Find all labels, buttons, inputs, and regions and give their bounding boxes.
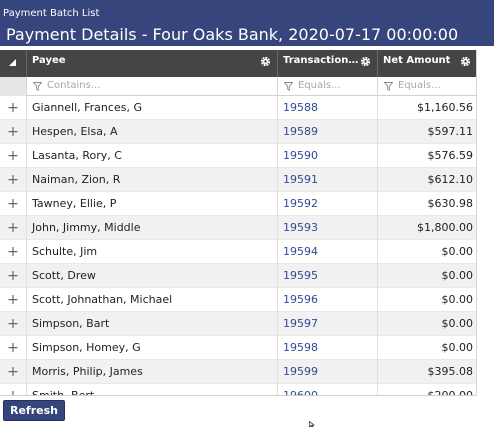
net-amount-cell: $1,800.00	[417, 221, 473, 234]
transaction-link[interactable]: 19596	[278, 288, 378, 312]
gear-icon[interactable]	[460, 56, 471, 67]
expand-row-icon[interactable]: +	[0, 288, 27, 312]
payee-cell: Scott, Drew	[27, 264, 278, 288]
expand-row-icon[interactable]: +	[0, 360, 27, 384]
triangle-icon	[9, 59, 16, 66]
net-amount-cell: $0.00	[441, 293, 474, 306]
net-amount-cell: $200.00	[378, 384, 476, 395]
filter-icon[interactable]	[33, 82, 42, 91]
expand-row-icon[interactable]: +	[0, 168, 27, 192]
expand-row-icon[interactable]: +	[0, 216, 27, 240]
payee-cell: Smith, Bert	[27, 384, 278, 395]
table-row[interactable]: + Scott, Drew 19595 $0.00	[0, 264, 476, 288]
net-amount-cell: $612.10	[427, 173, 474, 186]
transaction-link[interactable]: 19592	[278, 192, 378, 216]
payment-details-grid: Payee Transaction ... Net Amount Contain…	[0, 50, 477, 395]
title-bar: Payment Batch List Payment Details - Fou…	[0, 0, 494, 46]
filter-icon[interactable]	[384, 82, 393, 91]
net-amount-cell: $597.11	[427, 125, 474, 138]
payee-cell: Naiman, Zion, R	[27, 168, 278, 192]
table-row[interactable]: + John, Jimmy, Middle 19593 $1,800.00	[0, 216, 476, 240]
table-row[interactable]: + Simpson, Homey, G 19598 $0.00	[0, 336, 476, 360]
column-header-net-amount[interactable]: Net Amount	[378, 50, 476, 77]
transaction-link[interactable]: 19588	[278, 96, 378, 120]
grid-body: + Giannell, Frances, G 19588 $1,160.56 + Hesp…	[0, 96, 476, 395]
payee-cell: Giannell, Frances, G	[27, 96, 278, 120]
transaction-link[interactable]: 19600	[278, 384, 378, 395]
column-header-label: Payee	[32, 55, 66, 66]
table-row[interactable]: + Morris, Philip, James 19599 $395.08	[0, 360, 476, 384]
table-row[interactable]: + Scott, Johnathan, Michael 19596 $0.00	[0, 288, 476, 312]
payee-filter-input[interactable]: Contains...	[27, 77, 278, 96]
expand-row-icon[interactable]: +	[0, 120, 27, 144]
transaction-link[interactable]: 19590	[278, 144, 378, 168]
payee-cell: Tawney, Ellie, P	[27, 192, 278, 216]
net-amount-cell: $395.08	[427, 365, 474, 378]
payee-cell: Morris, Philip, James	[27, 360, 278, 384]
gear-icon[interactable]	[260, 56, 271, 67]
payee-cell: Scott, Johnathan, Michael	[27, 288, 278, 312]
payee-cell: John, Jimmy, Middle	[27, 216, 278, 240]
expand-row-icon[interactable]: +	[0, 312, 27, 336]
payee-cell: Hespen, Elsa, A	[27, 120, 278, 144]
table-row[interactable]: + Giannell, Frances, G 19588 $1,160.56	[0, 96, 476, 120]
transaction-filter-input[interactable]: Equals...	[278, 77, 378, 96]
transaction-link[interactable]: 19589	[278, 120, 378, 144]
mouse-cursor-icon	[309, 421, 315, 427]
expand-row-icon[interactable]: +	[0, 336, 27, 360]
refresh-button[interactable]: Refresh	[3, 400, 65, 421]
net-amount-cell: $0.00	[441, 341, 474, 354]
table-row[interactable]: +Smith, Bert19600$200.00	[0, 384, 476, 395]
expand-row-icon[interactable]: +	[0, 96, 27, 120]
table-row[interactable]: + Tawney, Ellie, P 19592 $630.98	[0, 192, 476, 216]
expand-row-icon[interactable]: +	[0, 192, 27, 216]
net-amount-cell: $0.00	[441, 317, 474, 330]
filter-placeholder: Equals...	[398, 80, 441, 91]
column-header-label: Transaction ...	[283, 55, 359, 66]
page-title: Payment Details - Four Oaks Bank, 2020-0…	[6, 25, 459, 44]
net-amount-cell: $1,160.56	[417, 101, 473, 114]
net-amount-cell: $630.98	[427, 197, 474, 210]
payee-cell: Simpson, Homey, G	[27, 336, 278, 360]
expand-row-icon[interactable]: +	[0, 240, 27, 264]
gear-icon[interactable]	[360, 56, 371, 67]
expand-row-icon[interactable]: +	[0, 384, 27, 395]
transaction-link[interactable]: 19599	[278, 360, 378, 384]
column-header-payee[interactable]: Payee	[27, 50, 278, 77]
transaction-link[interactable]: 19593	[278, 216, 378, 240]
grid-header: Payee Transaction ... Net Amount	[0, 50, 476, 77]
filter-spacer	[0, 77, 27, 96]
table-row[interactable]: + Hespen, Elsa, A 19589 $597.11	[0, 120, 476, 144]
filter-row: Contains... Equals... Equals...	[0, 77, 476, 96]
net-amount-filter-input[interactable]: Equals...	[378, 77, 476, 96]
payee-cell: Simpson, Bart	[27, 312, 278, 336]
transaction-link[interactable]: 19591	[278, 168, 378, 192]
expand-all-toggle[interactable]	[0, 50, 27, 77]
net-amount-cell: $0.00	[441, 245, 474, 258]
table-row[interactable]: + Simpson, Bart 19597 $0.00	[0, 312, 476, 336]
filter-icon[interactable]	[284, 82, 293, 91]
transaction-link[interactable]: 19594	[278, 240, 378, 264]
table-row[interactable]: + Lasanta, Rory, C 19590 $576.59	[0, 144, 476, 168]
column-header-transaction[interactable]: Transaction ...	[278, 50, 378, 77]
transaction-link[interactable]: 19595	[278, 264, 378, 288]
net-amount-cell: $576.59	[427, 149, 474, 162]
grid-bottom-border	[0, 395, 477, 396]
net-amount-cell: $0.00	[441, 269, 474, 282]
filter-placeholder: Equals...	[298, 80, 341, 91]
payee-cell: Schulte, Jim	[27, 240, 278, 264]
filter-placeholder: Contains...	[47, 80, 101, 91]
transaction-link[interactable]: 19598	[278, 336, 378, 360]
breadcrumb[interactable]: Payment Batch List	[3, 8, 100, 19]
table-row[interactable]: + Schulte, Jim 19594 $0.00	[0, 240, 476, 264]
column-header-label: Net Amount	[383, 55, 451, 66]
transaction-link[interactable]: 19597	[278, 312, 378, 336]
payee-cell: Lasanta, Rory, C	[27, 144, 278, 168]
expand-row-icon[interactable]: +	[0, 264, 27, 288]
table-row[interactable]: + Naiman, Zion, R 19591 $612.10	[0, 168, 476, 192]
expand-row-icon[interactable]: +	[0, 144, 27, 168]
